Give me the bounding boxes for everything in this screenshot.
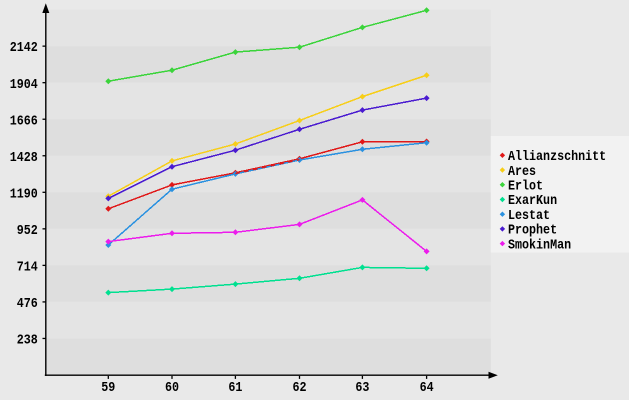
svg-text:64: 64 [420,379,434,395]
svg-text:238: 238 [17,332,38,348]
svg-text:1190: 1190 [10,185,38,201]
svg-text:60: 60 [165,379,179,395]
svg-text:2142: 2142 [10,39,38,55]
svg-text:ExarKun: ExarKun [508,192,557,208]
svg-text:Lestat: Lestat [508,207,550,223]
svg-text:714: 714 [17,259,38,275]
svg-text:Erlot: Erlot [508,178,543,194]
svg-text:1904: 1904 [10,76,38,92]
svg-text:Ares: Ares [508,163,536,179]
svg-text:1666: 1666 [10,112,38,128]
svg-text:Prophet: Prophet [508,222,557,238]
svg-text:SmokinMan: SmokinMan [508,236,571,252]
svg-text:476: 476 [17,295,38,311]
svg-text:59: 59 [101,379,115,395]
svg-text:61: 61 [228,379,242,395]
svg-text:63: 63 [355,379,369,395]
svg-text:952: 952 [17,222,38,238]
svg-text:1428: 1428 [10,149,38,165]
svg-text:Allianzschnitt: Allianzschnitt [508,148,606,164]
svg-text:62: 62 [292,379,306,395]
